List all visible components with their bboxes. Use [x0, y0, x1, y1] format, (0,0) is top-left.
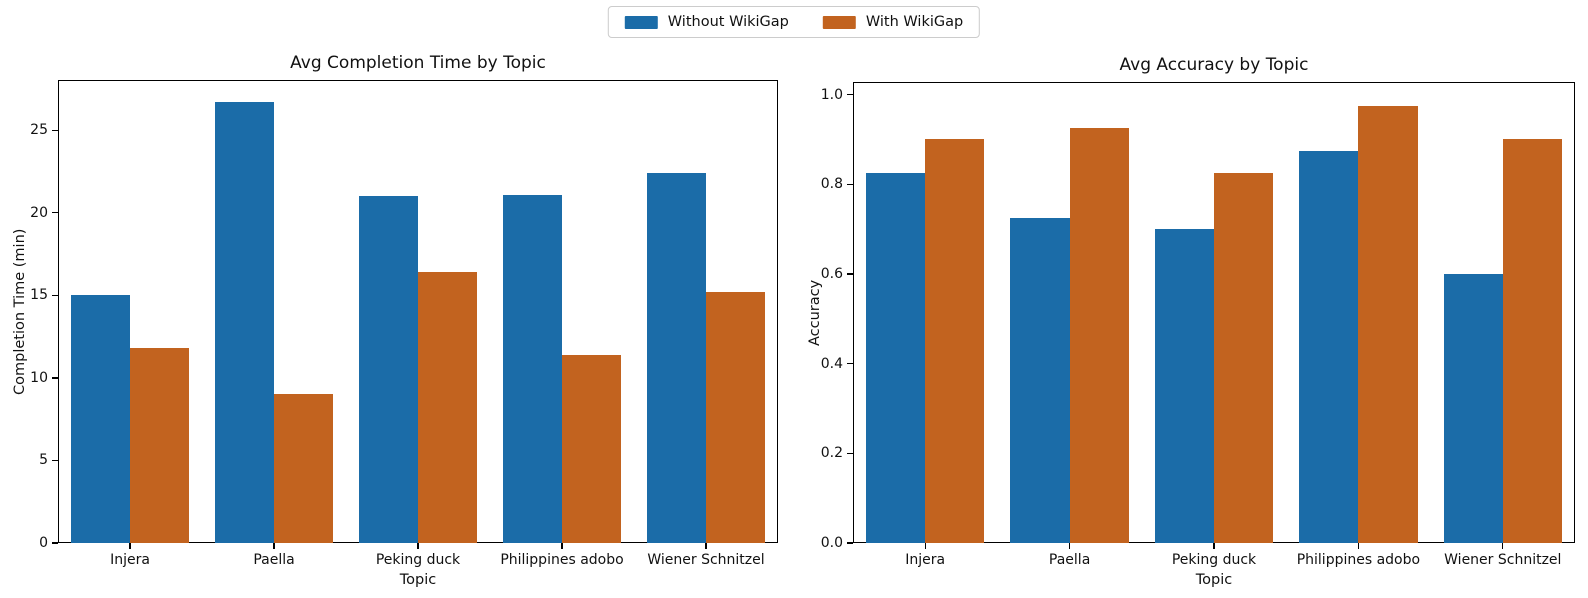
bar-with-wikigap-peking-duck — [1214, 173, 1274, 543]
x-tick-label-wiener-schnitzel: Wiener Schnitzel — [647, 552, 765, 568]
y-tick-label: 10 — [30, 369, 48, 386]
y-tick-mark — [52, 129, 58, 131]
x-tick-mark — [561, 543, 563, 549]
x-tick-label-injera: Injera — [905, 552, 946, 568]
y-axis-label-completion-time: Completion Time (min) — [12, 228, 28, 395]
legend-swatch-with-wikigap — [822, 15, 856, 29]
y-tick-mark — [52, 212, 58, 214]
bar-with-wikigap-injera — [130, 348, 190, 543]
x-tick-mark — [1357, 543, 1359, 549]
bar-without-wikigap-philippines-adobo — [1299, 150, 1359, 543]
bar-with-wikigap-philippines-adobo — [562, 354, 622, 543]
bar-without-wikigap-paella — [1010, 217, 1070, 543]
bar-without-wikigap-peking-duck — [1154, 229, 1214, 543]
x-tick-mark — [273, 543, 275, 549]
x-tick-label-philippines-adobo: Philippines adobo — [1296, 552, 1421, 568]
y-tick-label: 25 — [30, 122, 48, 139]
y-tick-label: 1.0 — [820, 86, 843, 103]
x-tick-label-peking-duck: Peking duck — [375, 552, 461, 568]
y-tick-label: 0 — [39, 535, 48, 551]
x-tick-label-paella: Paella — [253, 552, 295, 568]
x-tick-label-peking-duck: Peking duck — [1171, 552, 1257, 568]
bar-without-wikigap-peking-duck — [358, 196, 418, 543]
y-tick-mark — [52, 377, 58, 379]
x-tick-mark — [705, 543, 707, 549]
y-tick-label: 15 — [30, 287, 48, 304]
x-tick-label-injera: Injera — [110, 552, 150, 568]
bar-with-wikigap-injera — [925, 139, 985, 543]
y-tick-label: 20 — [30, 204, 48, 221]
y-tick-mark — [847, 542, 853, 544]
bar-with-wikigap-wiener-schnitzel — [1502, 139, 1562, 543]
y-tick-mark — [847, 452, 853, 454]
y-tick-mark — [52, 542, 58, 544]
y-tick-mark — [847, 183, 853, 185]
y-tick-label: 0.4 — [820, 355, 843, 372]
y-tick-label: 0.2 — [820, 445, 843, 462]
y-tick-label: 0.6 — [820, 265, 843, 282]
x-tick-label-wiener-schnitzel: Wiener Schnitzel — [1444, 552, 1562, 568]
legend: Without WikiGap With WikiGap — [607, 6, 981, 38]
bar-without-wikigap-philippines-adobo — [502, 194, 562, 543]
legend-item-with-wikigap: With WikiGap — [822, 14, 964, 30]
x-tick-mark — [129, 543, 131, 549]
y-tick-label: 5 — [39, 452, 48, 469]
x-tick-mark — [1502, 543, 1504, 549]
y-tick-mark — [847, 363, 853, 365]
bar-with-wikigap-peking-duck — [418, 272, 478, 543]
y-axis-label-accuracy: Accuracy — [807, 279, 823, 346]
y-tick-label: 0.0 — [820, 535, 843, 551]
bar-without-wikigap-injera — [70, 295, 130, 543]
y-tick-mark — [52, 294, 58, 296]
bar-without-wikigap-wiener-schnitzel — [646, 173, 706, 543]
x-tick-mark — [1213, 543, 1215, 549]
y-tick-mark — [847, 93, 853, 96]
x-tick-mark — [1069, 543, 1071, 549]
y-tick-label: 0.8 — [820, 176, 843, 193]
x-tick-label-paella: Paella — [1048, 552, 1091, 568]
bar-with-wikigap-paella — [274, 394, 334, 543]
bar-without-wikigap-wiener-schnitzel — [1443, 273, 1503, 543]
bar-with-wikigap-paella — [1069, 128, 1129, 543]
x-tick-mark — [417, 543, 419, 549]
x-tick-label-philippines-adobo: Philippines adobo — [500, 552, 624, 568]
y-tick-mark — [847, 273, 853, 275]
bar-without-wikigap-injera — [865, 173, 926, 543]
legend-label: With WikiGap — [865, 14, 964, 30]
legend-label: Without WikiGap — [667, 14, 789, 30]
y-tick-mark — [52, 459, 58, 462]
bar-with-wikigap-philippines-adobo — [1358, 105, 1418, 543]
x-axis-label-topic-right: Topic — [1195, 572, 1233, 588]
chart-title-accuracy: Avg Accuracy by Topic — [1119, 55, 1309, 75]
bar-with-wikigap-wiener-schnitzel — [706, 292, 766, 543]
x-axis-label-topic-left: Topic — [399, 572, 437, 588]
legend-swatch-without-wikigap — [624, 15, 658, 29]
x-tick-mark — [924, 543, 926, 549]
chart-title-completion-time: Avg Completion Time by Topic — [290, 53, 546, 73]
bar-without-wikigap-paella — [214, 102, 274, 543]
legend-item-without-wikigap: Without WikiGap — [624, 14, 789, 30]
